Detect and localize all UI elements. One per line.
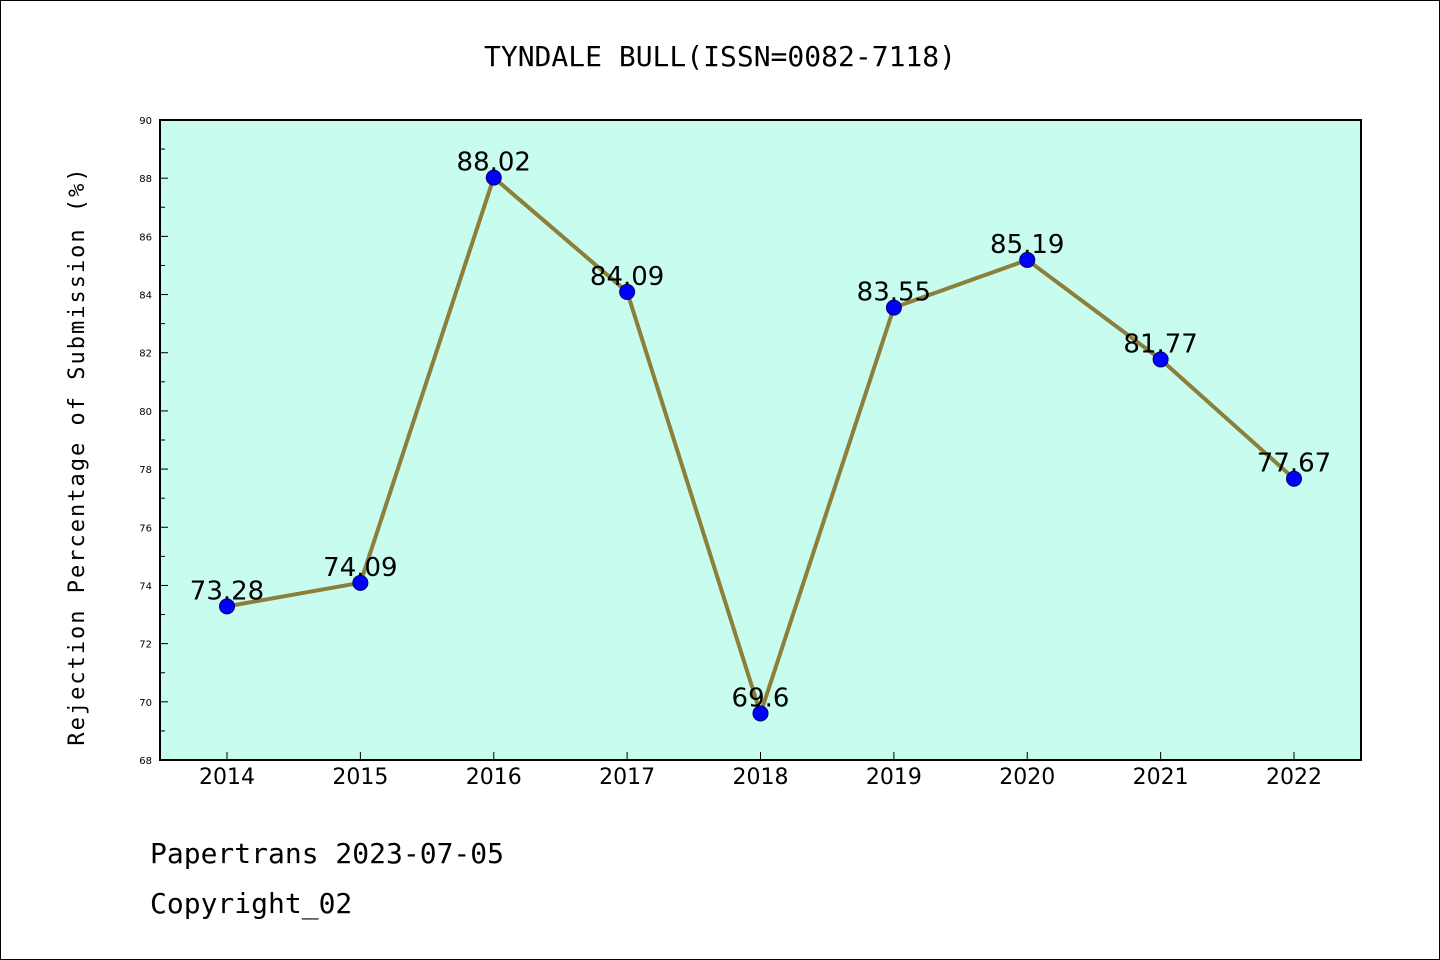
data-label: 69.6 <box>732 683 790 713</box>
data-label: 88.02 <box>457 148 531 178</box>
y-tick-label: 80 <box>139 407 152 418</box>
y-tick-label: 90 <box>139 116 152 127</box>
x-tick-label: 2022 <box>1266 765 1322 790</box>
x-tick-label: 2021 <box>1133 765 1189 790</box>
series-layer: 73.28 74.09 88.02 84.09 69.6 83.55 85.19 81.77 7… <box>190 148 1331 722</box>
y-tick-label: 68 <box>139 756 152 767</box>
x-tick-label: 2014 <box>199 765 255 790</box>
data-point <box>619 283 636 300</box>
plot-area <box>159 119 1362 761</box>
data-point <box>1019 251 1036 268</box>
y-tick-label: 88 <box>139 174 152 185</box>
x-tick-label: 2015 <box>332 765 388 790</box>
y-tick-label: 74 <box>139 581 152 592</box>
data-label: 77.67 <box>1257 449 1331 479</box>
x-tick-label: 2020 <box>999 765 1055 790</box>
y-axis-label: Rejection Percentage of Submission (%) <box>65 166 90 745</box>
x-tick-label: 2017 <box>599 765 655 790</box>
data-label: 84.09 <box>590 262 664 292</box>
y-tick-label: 86 <box>139 232 152 243</box>
data-point <box>1152 351 1169 368</box>
chart-title: TYNDALE BULL(ISSN=0082-7118) <box>484 40 956 73</box>
y-tick-label: 72 <box>139 640 152 651</box>
footer-copyright: Copyright_02 <box>150 887 352 921</box>
data-point <box>352 574 369 591</box>
data-label: 83.55 <box>857 278 931 308</box>
data-point <box>885 299 902 316</box>
y-tick-label: 84 <box>139 291 152 302</box>
x-tick-label: 2018 <box>733 765 789 790</box>
x-tick-label: 2016 <box>466 765 522 790</box>
footer-date: Papertrans 2023-07-05 <box>150 837 504 870</box>
y-tick-label: 78 <box>139 465 152 476</box>
y-tick-label: 76 <box>139 523 152 534</box>
data-label: 85.19 <box>990 230 1064 260</box>
data-label: 73.28 <box>190 576 264 606</box>
y-axis-ticks: 68 70 72 74 76 78 80 82 84 86 88 90 <box>139 116 168 767</box>
data-label: 74.09 <box>323 553 397 583</box>
data-point <box>219 598 235 615</box>
data-point <box>752 705 769 722</box>
data-point <box>485 169 502 186</box>
data-label: 81.77 <box>1123 329 1197 359</box>
y-tick-label: 70 <box>139 698 152 709</box>
data-point <box>1286 470 1302 487</box>
y-tick-label: 82 <box>139 349 152 360</box>
x-axis-ticks: 2014 2015 2016 2017 2018 2019 2020 2021 2022 <box>199 752 1322 790</box>
x-tick-label: 2019 <box>866 765 922 790</box>
